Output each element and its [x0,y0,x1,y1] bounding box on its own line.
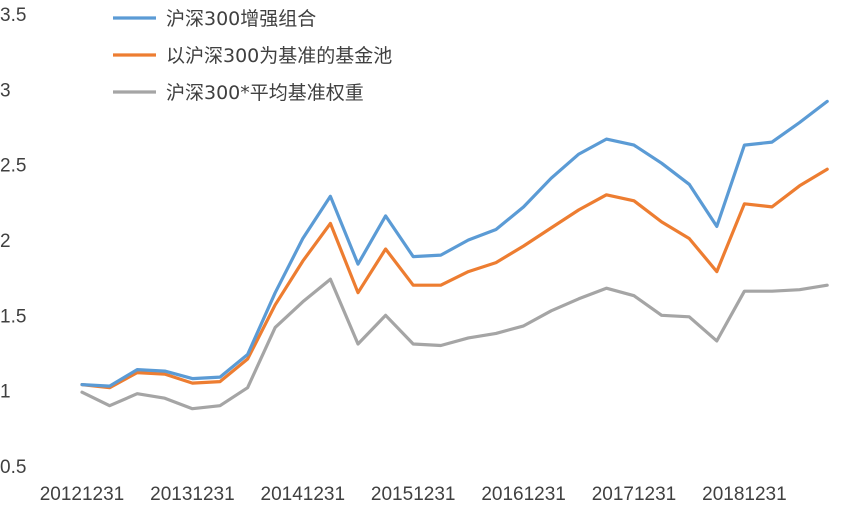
x-tick-label: 20131231 [150,484,235,505]
x-tick-label: 20121231 [40,484,125,505]
y-tick-label: 2 [0,231,11,252]
legend-label: 沪深300*平均基准权重 [166,82,364,104]
y-tick-label: 1 [0,382,11,403]
x-axis: 20121231 20131231 20141231 20151231 20161231… [40,484,787,505]
y-tick-label: 0.5 [0,457,26,478]
y-tick-label: 3 [0,80,11,101]
legend-item: 沪深300*平均基准权重 [113,82,364,104]
x-tick-label: 20141231 [261,484,346,505]
series-line-3 [80,277,829,411]
x-tick-label: 20161231 [481,484,566,505]
x-tick-label: 20151231 [371,484,456,505]
x-tick-label: 20171231 [592,484,677,505]
y-axis: 0.5 1 1.5 2 2.5 3 3.5 [0,5,26,478]
legend-label: 以沪深300为基准的基金池 [166,45,392,67]
y-tick-label: 1.5 [0,306,26,327]
legend-label: 沪深300增强组合 [166,8,316,30]
series-line-1 [80,99,829,388]
legend-item: 以沪深300为基准的基金池 [113,45,392,67]
y-tick-label: 2.5 [0,156,26,177]
series-lines [80,99,829,411]
legend-item: 沪深300增强组合 [113,8,316,30]
series-line-2 [80,167,829,390]
x-tick-label: 20181231 [702,484,787,505]
y-tick-label: 3.5 [0,5,26,26]
